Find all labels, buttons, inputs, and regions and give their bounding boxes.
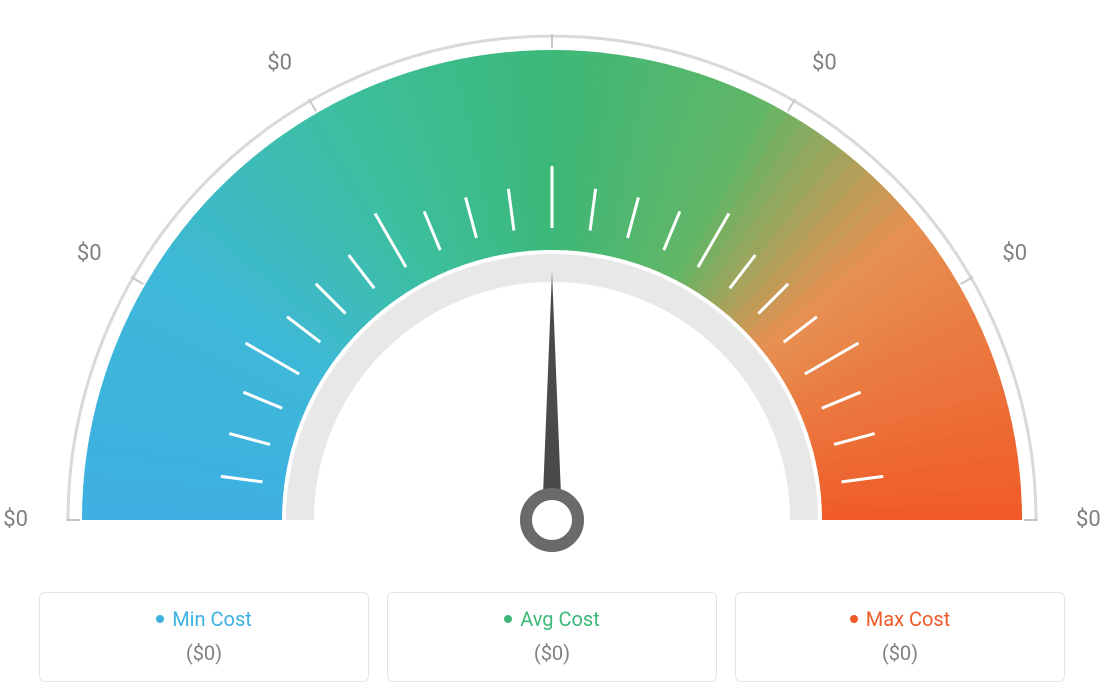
legend-card-avg: Avg Cost ($0) <box>387 592 717 682</box>
gauge-needle-base <box>526 494 578 546</box>
gauge-area: $0$0$0$0$0$0$0 <box>0 0 1104 560</box>
legend-card-max: Max Cost ($0) <box>735 592 1065 682</box>
legend-value: ($0) <box>50 641 358 665</box>
legend-dot-icon <box>504 615 512 623</box>
legend-card-min: Min Cost ($0) <box>39 592 369 682</box>
gauge-tick-label: $0 <box>1076 507 1101 532</box>
legend-dot-icon <box>850 615 858 623</box>
gauge-needle <box>542 272 562 520</box>
gauge-tick-label: $0 <box>267 51 292 76</box>
gauge-svg: $0$0$0$0$0$0$0 <box>0 0 1104 560</box>
legend-title-max: Max Cost <box>850 607 951 631</box>
gauge-tick-label: $0 <box>1002 241 1027 266</box>
gauge-tick-label: $0 <box>812 51 837 76</box>
legend-value: ($0) <box>398 641 706 665</box>
legend-label: Min Cost <box>172 607 252 631</box>
legend-label: Max Cost <box>866 607 951 631</box>
legend-row: Min Cost ($0) Avg Cost ($0) Max Cost ($0) <box>0 592 1104 682</box>
gauge-cost-chart: $0$0$0$0$0$0$0 Min Cost($0)Avg Cost($0)M… <box>0 0 1104 690</box>
gauge-tick-label: $0 <box>3 507 28 532</box>
gauge-tick-label: $0 <box>77 241 102 266</box>
legend-dot-icon <box>156 615 164 623</box>
legend-value: ($0) <box>746 641 1054 665</box>
legend-label: Avg Cost <box>520 607 600 631</box>
legend-title-min: Min Cost <box>156 607 252 631</box>
legend-title-avg: Avg Cost <box>504 607 600 631</box>
